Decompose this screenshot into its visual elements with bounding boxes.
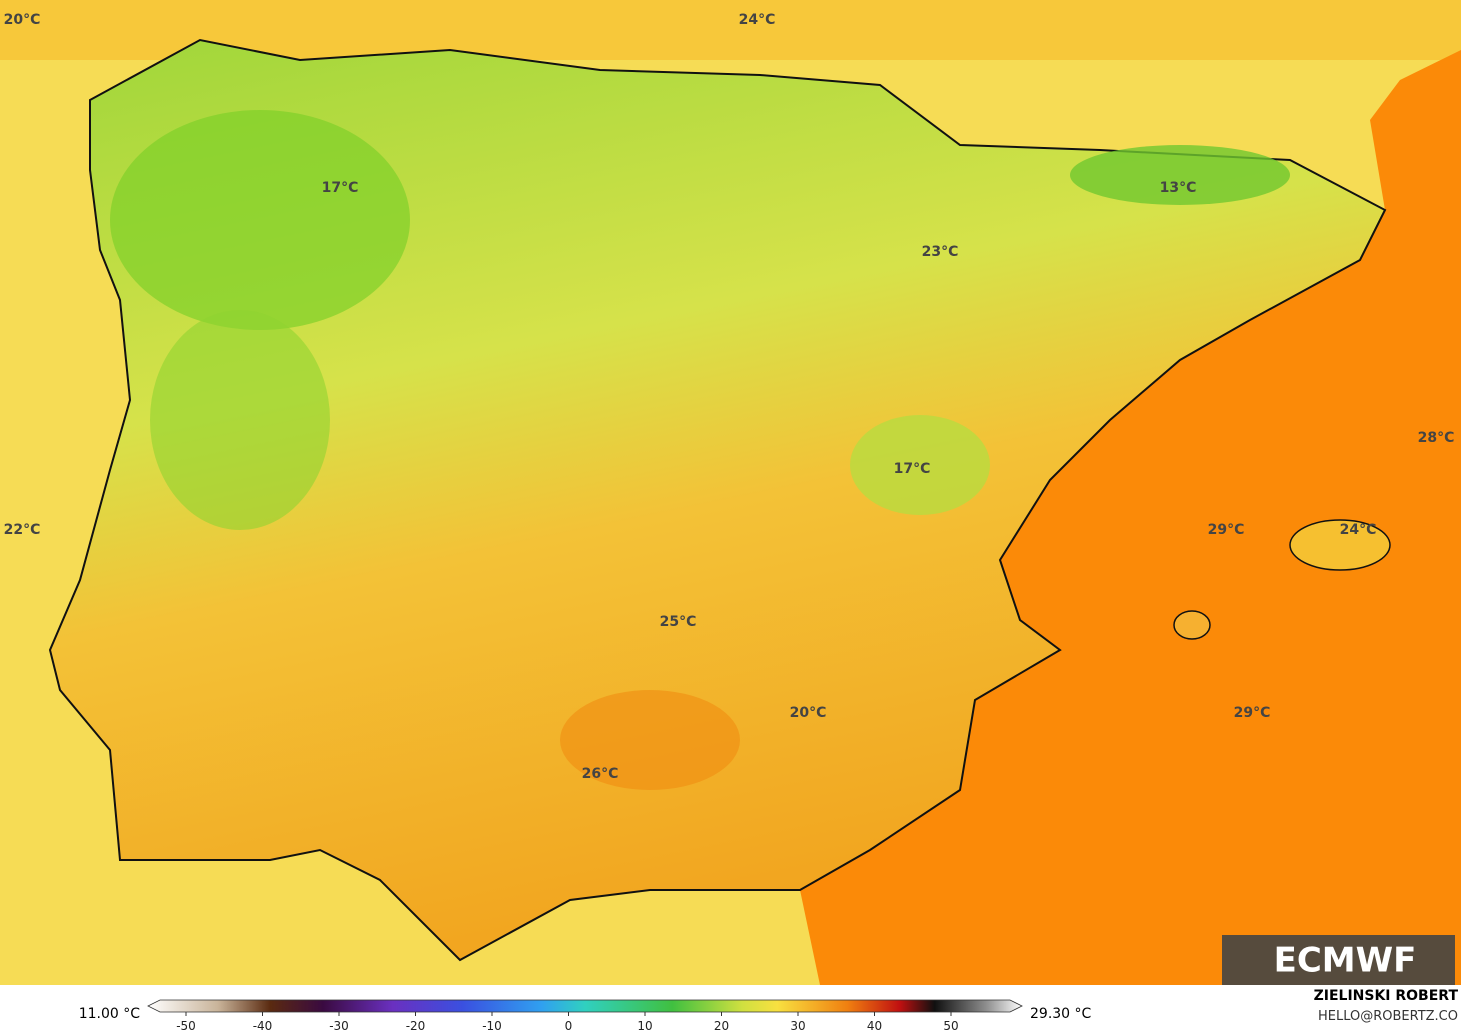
mallorca xyxy=(1289,519,1391,571)
temperature-label: 13°C xyxy=(1160,180,1197,196)
cold-area xyxy=(150,310,330,530)
credit-contact: HELLO@ROBERTZ.CO xyxy=(1318,1009,1458,1024)
cold-area xyxy=(110,110,410,330)
temperature-label: 26°C xyxy=(582,766,619,782)
colorbar xyxy=(147,999,1023,1013)
mediterranean xyxy=(800,50,1461,985)
temperature-label: 29°C xyxy=(1208,522,1245,538)
temperature-label: 20°C xyxy=(790,705,827,721)
temperature-label: 23°C xyxy=(922,244,959,260)
colorbar-tick-label: 50 xyxy=(943,1019,958,1033)
colorbar-tick-label: 40 xyxy=(867,1019,882,1033)
colorbar-tick-label: -10 xyxy=(482,1019,502,1033)
temperature-label: 20°C xyxy=(4,12,41,28)
warm-area xyxy=(560,690,740,790)
max-label: 29.30 °C xyxy=(1030,1006,1092,1022)
temperature-label: 17°C xyxy=(322,180,359,196)
colorbar-tick-label: -50 xyxy=(176,1019,196,1033)
cold-area xyxy=(850,415,990,515)
colorbar-tick-label: -40 xyxy=(253,1019,273,1033)
temperature-label: 29°C xyxy=(1234,705,1271,721)
temperature-label: 24°C xyxy=(1340,522,1377,538)
ibiza xyxy=(1173,610,1211,640)
logo-box xyxy=(1222,935,1455,985)
colorbar-tick-label: 20 xyxy=(714,1019,729,1033)
temperature-label: 24°C xyxy=(739,12,776,28)
temperature-label: 28°C xyxy=(1418,430,1455,446)
logo: ECMWF xyxy=(1274,941,1417,981)
temperature-label: 17°C xyxy=(894,461,931,477)
min-label: 11.00 °C xyxy=(79,1006,141,1022)
colorbar-tick-label: -30 xyxy=(329,1019,349,1033)
temperature-label: 22°C xyxy=(4,522,41,538)
colorbar-tick-label: 0 xyxy=(565,1019,573,1033)
colorbar-tick-label: 30 xyxy=(790,1019,805,1033)
temperature-label: 25°C xyxy=(660,614,697,630)
colorbar-tick-label: 10 xyxy=(637,1019,652,1033)
credit-name: ZIELINSKI ROBERT xyxy=(1314,988,1459,1004)
cold-area xyxy=(1070,145,1290,205)
colorbar-tick-label: -20 xyxy=(406,1019,426,1033)
